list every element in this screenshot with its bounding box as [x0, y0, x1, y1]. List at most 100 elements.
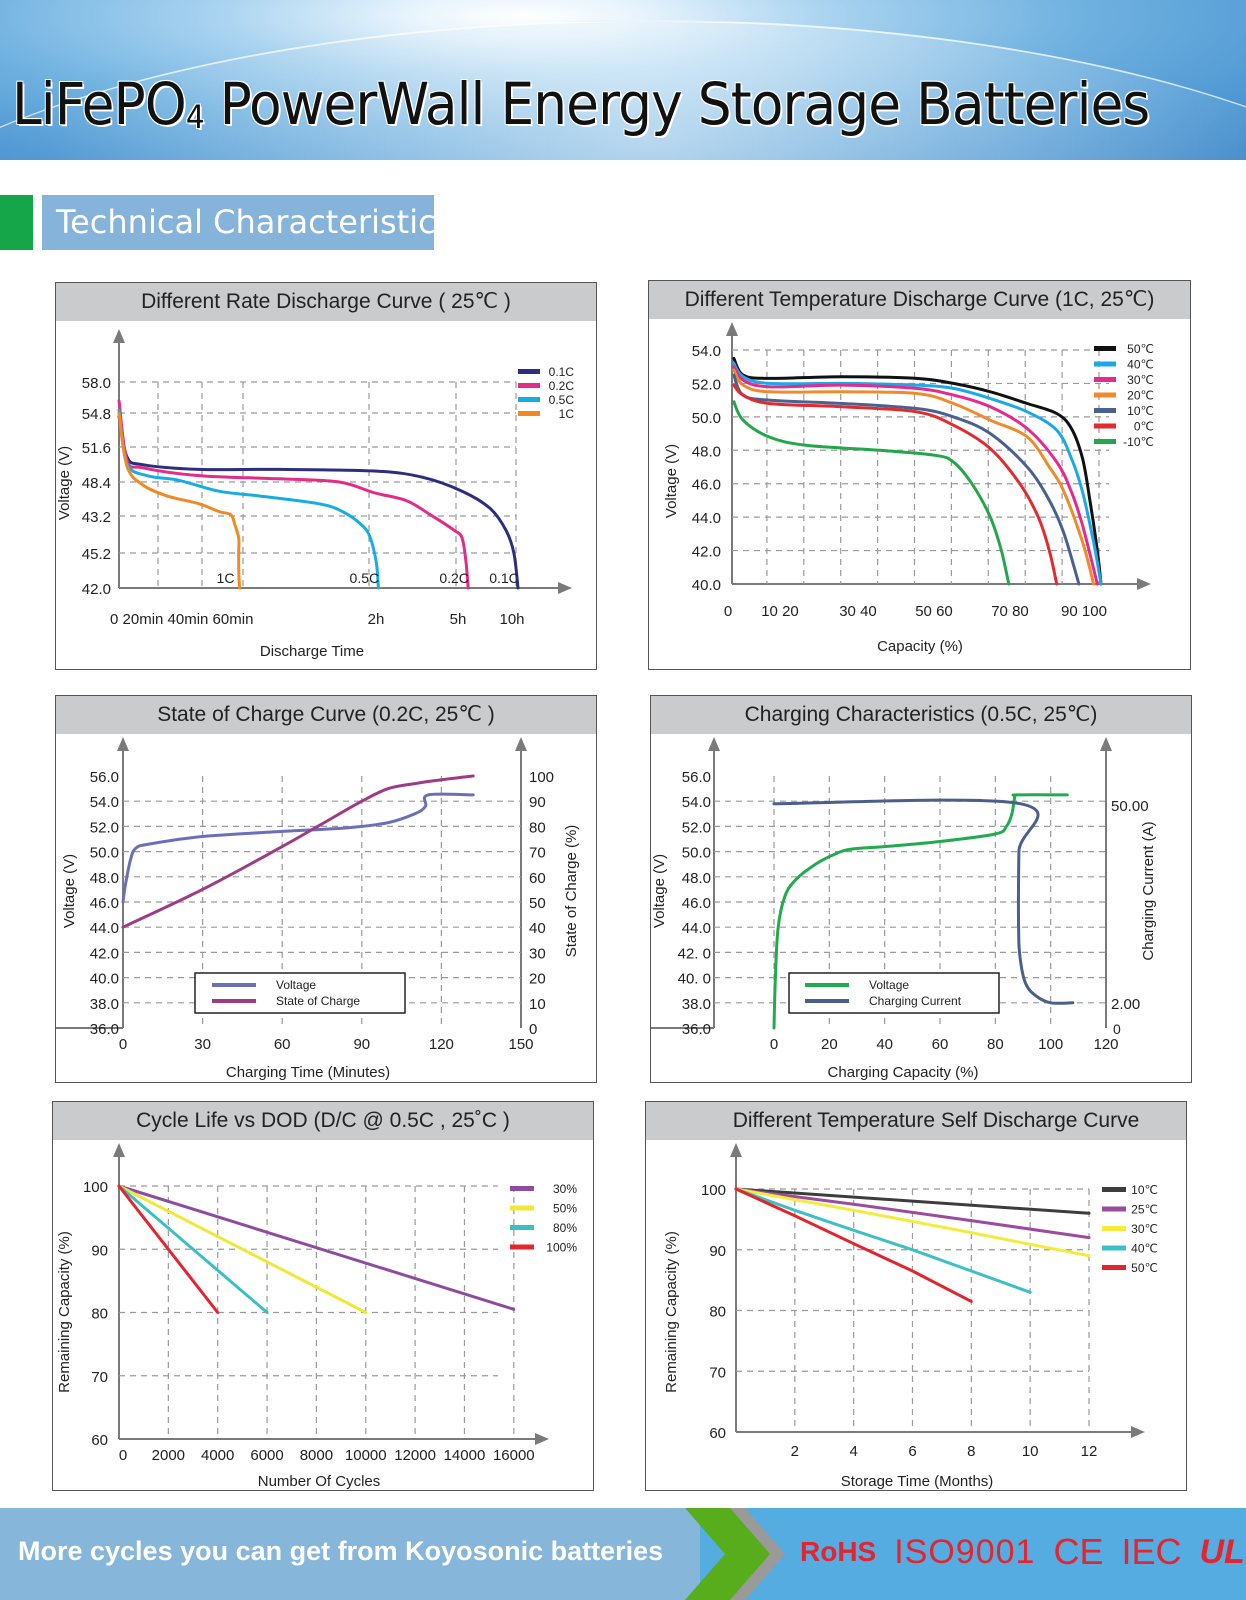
y2-tick-label: 40	[529, 920, 546, 937]
x-tick-label: 90 100	[1061, 603, 1107, 620]
series-line-30	[734, 1187, 1091, 1258]
y-tick-label: 54.8	[82, 406, 111, 423]
x-tick-label: 0	[119, 1036, 127, 1053]
chart-rate-discharge: 58.0 54.8 51.6 48.4 43.2 45.2 42.0 0 20min 40mi…	[56, 329, 575, 660]
chart-title: Different Rate Discharge Curve ( 25℃ )	[56, 283, 596, 321]
y2-tick-label: 50	[529, 895, 546, 912]
y-tick-label: 46.0	[90, 895, 119, 912]
y-tick-label: 36.0	[682, 1021, 711, 1038]
series-line-10	[734, 1187, 1091, 1215]
x-tick-label: 0	[724, 603, 732, 620]
x-tick-label: 12	[1081, 1443, 1098, 1460]
x-axis-label: Number Of Cycles	[258, 1473, 381, 1490]
series-line-40	[734, 1187, 1032, 1294]
chart-panel-temperature-discharge: Different Temperature Discharge Curve (1…	[648, 280, 1191, 670]
legend-label: 25℃	[1131, 1203, 1158, 1217]
chart-title: Charging Characteristics (0.5C, 25℃)	[651, 696, 1191, 734]
y-axis-label: Voltage (V)	[61, 854, 78, 928]
legend-swatch-20	[1094, 392, 1116, 398]
y2-axis-arrow-icon	[515, 737, 527, 751]
chart-panel-charging-characteristics: Charging Characteristics (0.5C, 25℃) 56.…	[650, 695, 1192, 1083]
legend-label: -10℃	[1123, 435, 1154, 449]
x-tick-label: 2	[791, 1443, 799, 1460]
legend-label: 10℃	[1131, 1183, 1158, 1197]
x-tick-label: 6000	[250, 1447, 283, 1464]
x-tick-label: 2000	[152, 1447, 185, 1464]
y-tick-label: 70	[91, 1369, 108, 1386]
series-line-0-1c	[117, 414, 520, 590]
x-tick-label: 6	[908, 1443, 916, 1460]
y2-tick-label: 90	[529, 794, 546, 811]
y-tick-label: 100	[701, 1182, 726, 1199]
x-tick-label: 50 60	[915, 603, 953, 620]
legend-label: 50℃	[1127, 342, 1154, 356]
y-tick-label: 42.0	[82, 581, 111, 598]
x-tick-label: 4000	[201, 1447, 234, 1464]
y-tick-label: 38.0	[682, 996, 711, 1013]
chevron-arrow-icon	[685, 1508, 785, 1600]
y-tick-label: 38.0	[90, 996, 119, 1013]
y-tick-label: 40.0	[90, 971, 119, 988]
legend-swatch-0-1c	[518, 369, 540, 374]
y-axis-label: Voltage (V)	[663, 444, 680, 518]
series-line-20	[732, 368, 1096, 586]
legend-swatch-10	[1102, 1187, 1126, 1192]
x-tick-label: 90	[353, 1036, 370, 1053]
y-tick-label: 42.0	[692, 544, 721, 561]
x-tick-label: 30 40	[839, 603, 877, 620]
legend-swatch-50	[1094, 346, 1116, 351]
chart-title: Different Temperature Self Discharge Cur…	[646, 1102, 1186, 1140]
y-tick-label: 42.0	[90, 945, 119, 962]
y-tick-label: 48.4	[82, 475, 111, 492]
x-axis-label: Charging Capacity (%)	[828, 1064, 979, 1081]
x-tick-label: 0 20min 40min 60min	[110, 611, 253, 628]
y-tick-label: 52.0	[90, 819, 119, 836]
x-tick-label: 2h	[368, 611, 385, 628]
rohs-logo: RoHS	[800, 1536, 877, 1567]
legend-label: 1C	[559, 407, 575, 421]
header-banner: LiFePO4 PowerWall Energy Storage Batteri…	[0, 0, 1246, 160]
y-tick-label: 54.0	[90, 794, 119, 811]
section-label: Technical Characteristics	[42, 195, 452, 250]
x-tick-label: 30	[194, 1036, 211, 1053]
x-tick-label: 8	[967, 1443, 975, 1460]
x-tick-label: 100	[1038, 1036, 1063, 1053]
series-line-50	[732, 356, 1103, 586]
chart-charging-characteristics: 56.0 54.0 52.0 50.0 48.0 46.0 44.0 42. 0 40. 0 38…	[651, 737, 1157, 1081]
x-axis-arrow-icon	[1131, 1426, 1145, 1438]
x-tick-label: 16000	[493, 1447, 535, 1464]
x-tick-label: 80	[987, 1036, 1004, 1053]
x-tick-label: 10	[1022, 1443, 1039, 1460]
series-line-80	[117, 1184, 269, 1314]
y2-tick-label: 0	[529, 1021, 537, 1038]
series-line-0-5c	[117, 408, 380, 590]
legend-swatch-10	[1094, 408, 1116, 413]
y-tick-label: 54.0	[682, 794, 711, 811]
y-axis-arrow-icon	[113, 329, 125, 343]
y-tick-label: 51.6	[82, 440, 111, 457]
y-axis-arrow-icon	[726, 322, 738, 336]
chart-panel-state-of-charge: State of Charge Curve (0.2C, 25℃ ) 56.0 5…	[55, 695, 597, 1083]
y-tick-label: 60	[91, 1432, 108, 1449]
chart-panel-cycle-life: Cycle Life vs DOD (D/C @ 0.5C , 25˚C ) 1…	[52, 1101, 594, 1491]
x-tick-label: 10 20	[761, 603, 799, 620]
iso9001-logo: ISO9001	[894, 1532, 1036, 1571]
page-title: LiFePO4 PowerWall Energy Storage Batteri…	[12, 70, 1150, 138]
chart-title: Different Temperature Discharge Curve (1…	[649, 281, 1190, 319]
series-line-10	[732, 373, 1081, 586]
y-tick-label: 58.0	[82, 375, 111, 392]
x-tick-label: 10h	[499, 611, 524, 628]
x-tick-label: 4	[849, 1443, 857, 1460]
legend-label: 30%	[553, 1182, 577, 1196]
legend-label: 10℃	[1127, 404, 1154, 418]
x-tick-label: 70 80	[991, 603, 1029, 620]
x-tick-label: 40	[876, 1036, 893, 1053]
y-tick-label: 50.0	[90, 845, 119, 862]
series-line-voltage	[121, 792, 475, 904]
x-tick-label: 5h	[450, 611, 467, 628]
section-accent-bar	[0, 195, 33, 250]
y-tick-label: 48.0	[682, 870, 711, 887]
y-tick-label: 80	[709, 1304, 726, 1321]
x-tick-label: 0	[770, 1036, 778, 1053]
footer-banner: More cycles you can get from Koyosonic b…	[0, 1508, 1246, 1600]
